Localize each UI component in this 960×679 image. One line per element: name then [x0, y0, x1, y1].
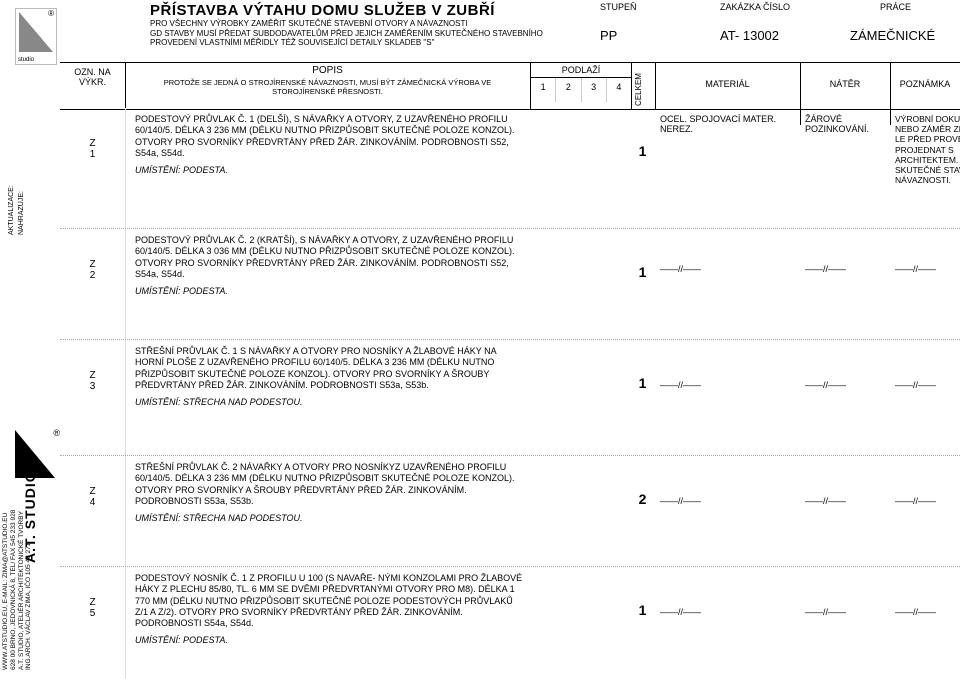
table-row: Z3 STŘEŠNÍ PRŮVLAK Č. 1 S NÁVAŘKY A OTVO…: [60, 340, 960, 456]
row-ozn-num: 5: [90, 608, 96, 619]
row-desc: PODESTOVÝ PRŮVLAK Č. 2 (KRATŠÍ), S NÁVAŘ…: [135, 235, 514, 279]
popis-title: POPIS: [125, 63, 530, 76]
podlazi-3: 3: [582, 78, 607, 102]
row-ozn-letter: Z: [89, 597, 95, 608]
row-desc: PODESTOVÝ NOSNÍK Č. 1 Z PROFILU U 100 (S…: [135, 573, 522, 628]
row-desc: PODESTOVÝ PRŮVLAK Č. 1 (DELŠÍ), S NÁVAŘK…: [135, 114, 514, 158]
val-stupen: PP: [600, 28, 617, 43]
row-ozn-num: 1: [90, 149, 96, 160]
row-note: ——//——: [895, 496, 960, 507]
row-nater: ——//——: [805, 496, 890, 506]
row-qty: 1: [625, 108, 660, 159]
row-ozn-num: 3: [90, 381, 96, 392]
row-ozn-letter: Z: [89, 370, 95, 381]
row-desc: STŘEŠNÍ PRŮVLAK Č. 2 NÁVAŘKY A OTVORY PR…: [135, 462, 514, 506]
row-location: UMÍSTĚNÍ: STŘECHA NAD PODESTOU.: [135, 507, 525, 524]
val-prace: ZÁMEČNICKÉ: [850, 28, 935, 43]
footer-line-4: WWW.ATSTUDIO.EU, E-MAIL: ZIMA@ATSTUDIO.E…: [2, 0, 10, 670]
podlazi-4: 4: [607, 78, 631, 102]
row-note: ——//——: [895, 264, 960, 275]
row-location: UMÍSTĚNÍ: STŘECHA NAD PODESTOU.: [135, 391, 525, 408]
row-nater: ŽÁROVÉ POZINKOVÁNÍ.: [805, 114, 890, 134]
row-ozn-num: 2: [90, 270, 96, 281]
row-ozn-letter: Z: [89, 259, 95, 270]
label-stupen: STUPEŇ: [600, 2, 637, 12]
row-location: UMÍSTĚNÍ: PODESTA.: [135, 629, 525, 646]
popis-sub: PROTOŽE SE JEDNÁ O STROJÍRENSKÉ NÁVAZNOS…: [125, 76, 530, 98]
label-zakazka: ZAKÁZKA ČÍSLO: [720, 2, 790, 12]
registered-icon: ®: [48, 9, 54, 18]
row-location: UMÍSTĚNÍ: PODESTA.: [135, 159, 525, 176]
page: ® studio AKTUALIZACE: NAHRAZUJE: ® A.T. …: [0, 0, 960, 675]
header: PŘÍSTAVBA VÝTAHU DOMU SLUŽEB V ZUBŘÍ PRO…: [60, 0, 960, 62]
row-ozn-letter: Z: [89, 138, 95, 149]
podlazi-2: 2: [556, 78, 581, 102]
row-qty: 2: [625, 456, 660, 507]
row-nater: ——//——: [805, 607, 890, 617]
row-nater: ——//——: [805, 264, 890, 274]
row-qty: 1: [625, 567, 660, 618]
val-zakazka: AT- 13002: [720, 28, 779, 43]
table-row: Z2 PODESTOVÝ PRŮVLAK Č. 2 (KRATŠÍ), S NÁ…: [60, 229, 960, 340]
row-nater: ——//——: [805, 380, 890, 390]
footer-line-3: 628 00 BRNO, JEDOVNICKÁ 8, TEL/ FAX 545 …: [10, 0, 18, 670]
row-material: ——//——: [660, 496, 800, 506]
subtitle-2: GD STAVBY MUSÍ PŘEDAT SUBDODAVATELŮM PŘE…: [150, 29, 590, 48]
podlazi-label: PODLAŽÍ: [531, 63, 631, 77]
table-row: Z1 PODESTOVÝ PRŮVLAK Č. 1 (DELŠÍ), S NÁV…: [60, 108, 960, 229]
row-note: ——//——: [895, 380, 960, 391]
row-note: VÝROBNÍ DOKUMENTACI NEBO ZÁMĚR ZHOTOVITE…: [895, 114, 960, 185]
row-qty: 1: [625, 229, 660, 280]
table-row: Z5 PODESTOVÝ NOSNÍK Č. 1 Z PROFILU U 100…: [60, 567, 960, 679]
col-celkem: CELKEM: [630, 63, 656, 109]
col-popis: POPIS PROTOŽE SE JEDNÁ O STROJÍRENSKÉ NÁ…: [125, 63, 530, 109]
page-title: PŘÍSTAVBA VÝTAHU DOMU SLUŽEB V ZUBŘÍ: [150, 2, 590, 19]
row-material: ——//——: [660, 264, 800, 274]
column-headers: OZN. NA VÝKR. POPIS PROTOŽE SE JEDNÁ O S…: [60, 62, 960, 110]
row-note: ——//——: [895, 607, 960, 618]
table-row: Z4 STŘEŠNÍ PRŮVLAK Č. 2 NÁVAŘKY A OTVORY…: [60, 456, 960, 567]
row-ozn-letter: Z: [89, 486, 95, 497]
col-ozn: OZN. NA VÝKR.: [60, 63, 126, 113]
footer-contact: WWW.ATSTUDIO.EU, E-MAIL: ZIMA@ATSTUDIO.E…: [2, 0, 33, 670]
row-material: ——//——: [660, 380, 800, 390]
row-qty: 1: [625, 340, 660, 391]
registered-icon: ®: [53, 428, 60, 438]
row-material: ——//——: [660, 607, 800, 617]
subtitle-1: PRO VŠECHNY VÝROBKY ZAMĚŘIT SKUTEČNÉ STA…: [150, 19, 590, 29]
row-material: OCEL. SPOJOVACÍ MATER. NEREZ.: [660, 114, 800, 134]
footer-line-1: ING.ARCH. VÁCLAV ZIMA, IČO 105 48 271: [25, 0, 33, 670]
row-location: UMÍSTĚNÍ: PODESTA.: [135, 280, 525, 297]
col-podlazi: PODLAŽÍ 1 2 3 4: [530, 63, 632, 109]
podlazi-1: 1: [531, 78, 556, 102]
row-desc: STŘEŠNÍ PRŮVLAK Č. 1 S NÁVAŘKY A OTVORY …: [135, 346, 496, 390]
row-ozn-num: 4: [90, 497, 96, 508]
label-prace: PRÁCE: [880, 2, 911, 12]
table-body: Z1 PODESTOVÝ PRŮVLAK Č. 1 (DELŠÍ), S NÁV…: [60, 108, 960, 679]
